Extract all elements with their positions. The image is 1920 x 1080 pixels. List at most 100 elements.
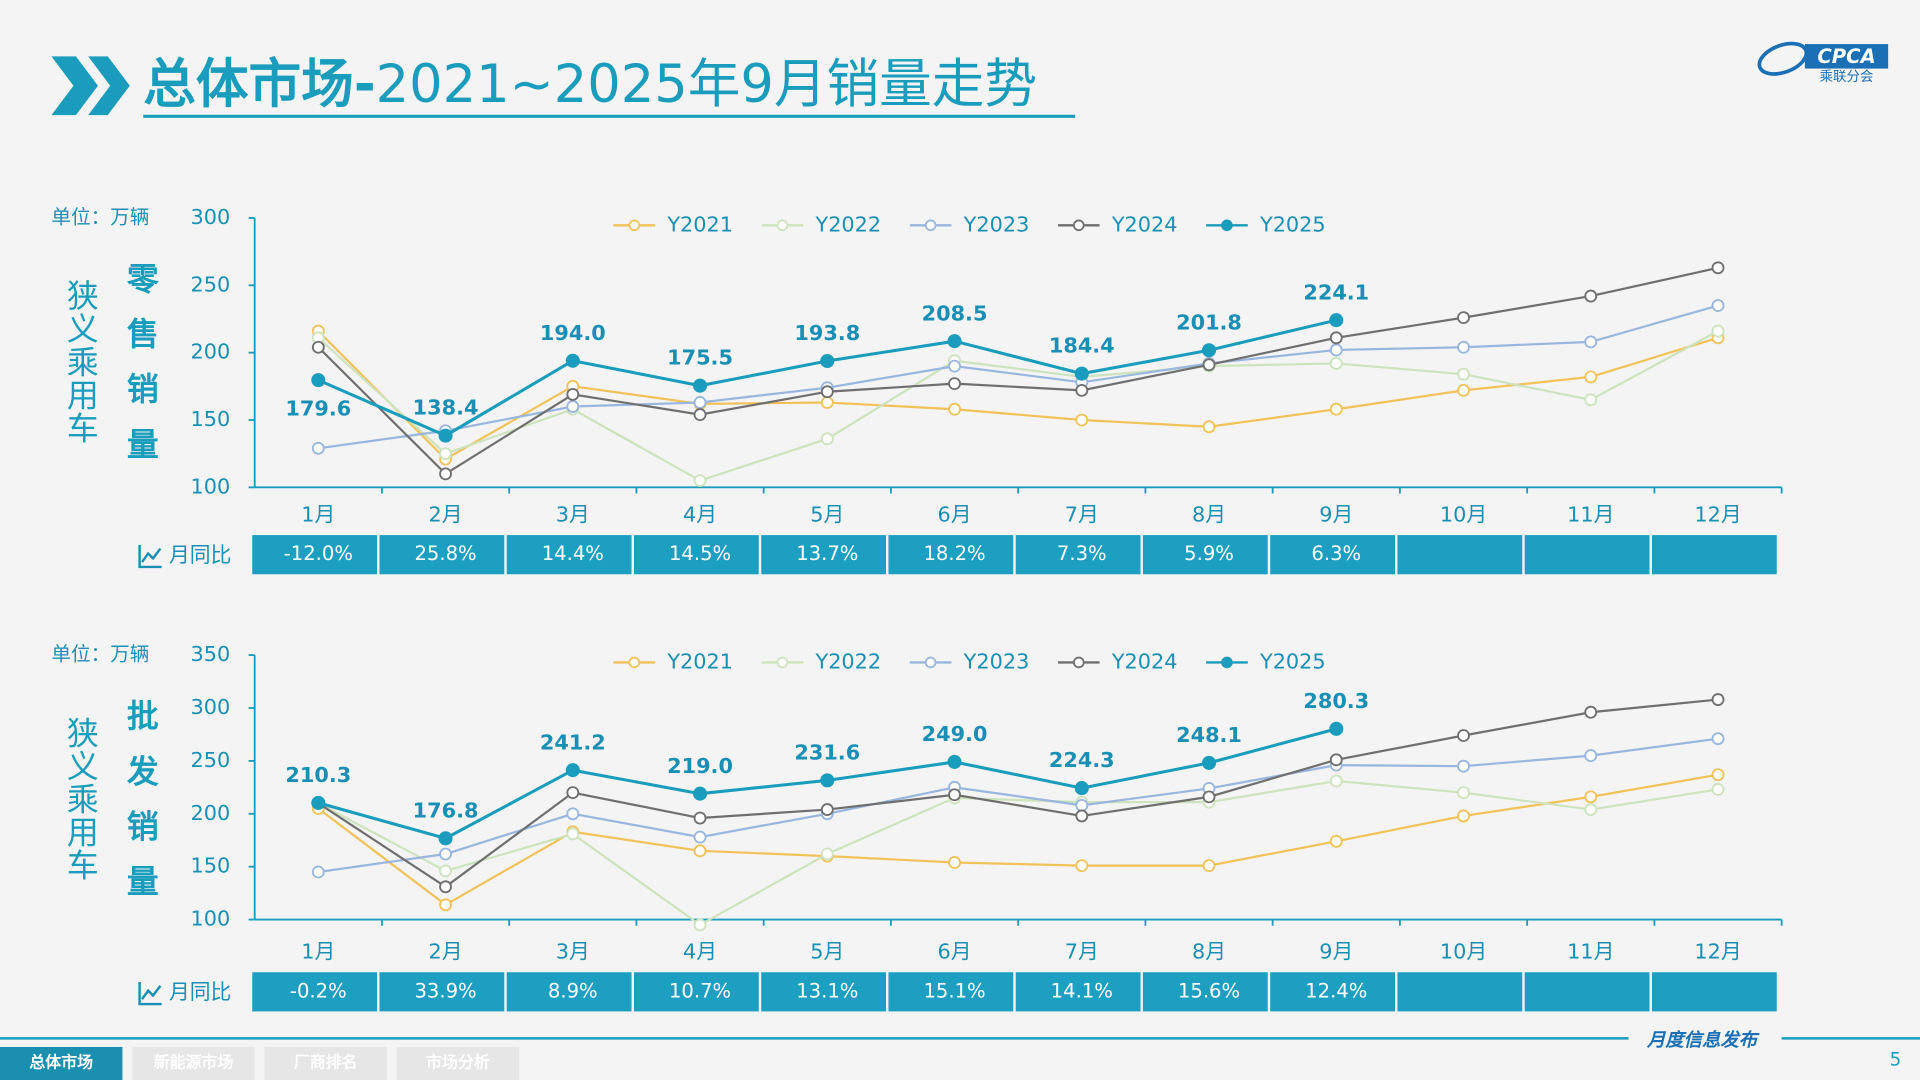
yoy-value: 33.9% <box>414 979 476 1002</box>
data-point <box>439 467 452 481</box>
data-point <box>1584 749 1598 763</box>
y-tick-label: 350 <box>191 642 231 666</box>
data-point <box>1711 732 1725 746</box>
data-point <box>1584 790 1598 804</box>
nav-tab-label[interactable]: 厂商排名 <box>294 1052 358 1071</box>
yoy-cell <box>1524 972 1650 1012</box>
data-point <box>439 898 452 912</box>
x-tick-label: 5月 <box>810 503 844 527</box>
data-point <box>566 827 580 841</box>
x-tick-label: 8月 <box>1192 940 1226 964</box>
data-point <box>311 795 326 810</box>
data-point <box>1075 383 1089 397</box>
legend-label: Y2021 <box>666 649 733 673</box>
data-point <box>693 474 707 488</box>
yoy-icon <box>138 544 162 569</box>
data-label: 248.1 <box>1176 723 1242 747</box>
yoy-icon <box>138 982 162 1006</box>
yoy-value: 7.3% <box>1057 542 1107 565</box>
yoy-cell <box>761 535 887 575</box>
data-point <box>311 865 325 879</box>
yoy-cell <box>1142 535 1268 575</box>
yoy-cell <box>761 972 887 1012</box>
nav-tab-label[interactable]: 市场分析 <box>426 1052 490 1071</box>
yoy-value: 13.7% <box>796 542 858 565</box>
y-tick-label: 150 <box>191 407 231 431</box>
data-point <box>566 387 580 401</box>
data-point <box>1329 834 1343 848</box>
y-tick-label: 250 <box>191 748 231 772</box>
data-point <box>566 807 580 821</box>
data-point <box>1457 340 1470 354</box>
x-tick-label: 1月 <box>301 503 335 527</box>
legend-label: Y2023 <box>963 212 1030 236</box>
data-point <box>948 788 961 802</box>
x-tick-label: 12月 <box>1694 503 1741 527</box>
data-point <box>947 754 962 769</box>
legend-marker <box>1221 656 1233 669</box>
legend-marker <box>628 219 641 232</box>
data-point <box>948 856 961 869</box>
legend-label: Y2025 <box>1259 212 1326 236</box>
legend-marker <box>1072 656 1085 669</box>
unit-label: 单位：万辆 <box>51 205 149 228</box>
legend-marker <box>924 656 937 669</box>
data-label: 208.5 <box>922 301 988 325</box>
yoy-cell <box>252 972 378 1012</box>
x-tick-label: 10月 <box>1440 940 1487 964</box>
x-tick-label: 2月 <box>429 503 463 527</box>
legend-label: Y2022 <box>815 212 882 236</box>
legend-label: Y2024 <box>1111 212 1178 236</box>
data-label: 138.4 <box>413 396 479 420</box>
legend-label: Y2024 <box>1111 649 1178 673</box>
x-tick-label: 4月 <box>683 940 717 964</box>
data-point <box>1457 383 1470 397</box>
data-point <box>1075 798 1089 812</box>
data-point <box>438 831 453 846</box>
yoy-value: 6.3% <box>1311 542 1361 565</box>
yoy-cell <box>379 972 505 1012</box>
yoy-value: 18.2% <box>923 542 985 565</box>
x-tick-label: 6月 <box>938 940 972 964</box>
data-point <box>1711 783 1725 796</box>
data-point <box>948 377 961 391</box>
yoy-value: 10.7% <box>669 979 731 1002</box>
data-point <box>1584 335 1598 349</box>
data-point <box>1457 729 1470 742</box>
nav-tab[interactable] <box>264 1046 387 1080</box>
nav-tab-label[interactable]: 总体市场 <box>29 1052 93 1071</box>
data-point <box>311 373 326 388</box>
data-point <box>1584 803 1598 816</box>
x-tick-label: 6月 <box>938 503 972 527</box>
data-point <box>1711 299 1725 312</box>
data-point <box>1584 705 1598 719</box>
nav-tab[interactable] <box>396 1046 520 1080</box>
data-label: 231.6 <box>794 740 860 764</box>
data-point <box>1711 693 1725 706</box>
data-point <box>693 918 707 932</box>
nav-tab[interactable] <box>132 1046 255 1080</box>
yoy-value: -12.0% <box>284 542 353 565</box>
yoy-cell <box>506 972 632 1012</box>
data-label: 280.3 <box>1303 689 1369 713</box>
series-line <box>317 330 1719 461</box>
nav-tab-label[interactable]: 新能源市场 <box>154 1052 234 1071</box>
yoy-value: 5.9% <box>1184 542 1234 565</box>
data-point <box>1711 324 1725 338</box>
data-point <box>1711 261 1725 275</box>
legend-label: Y2022 <box>815 649 882 673</box>
data-point <box>1201 343 1217 358</box>
yoy-cell <box>379 535 505 575</box>
yoy-value: -0.2% <box>290 979 347 1002</box>
metric-label: 批发销量 <box>122 699 160 919</box>
x-tick-label: 12月 <box>1694 940 1741 964</box>
unit-label: 单位：万辆 <box>51 643 149 666</box>
nav-tab[interactable] <box>0 1046 123 1080</box>
x-tick-label: 5月 <box>810 940 844 964</box>
data-point <box>820 385 834 399</box>
data-point <box>1329 313 1344 328</box>
data-point <box>820 773 835 788</box>
data-label: 176.8 <box>413 798 479 822</box>
y-tick-label: 250 <box>191 272 231 296</box>
